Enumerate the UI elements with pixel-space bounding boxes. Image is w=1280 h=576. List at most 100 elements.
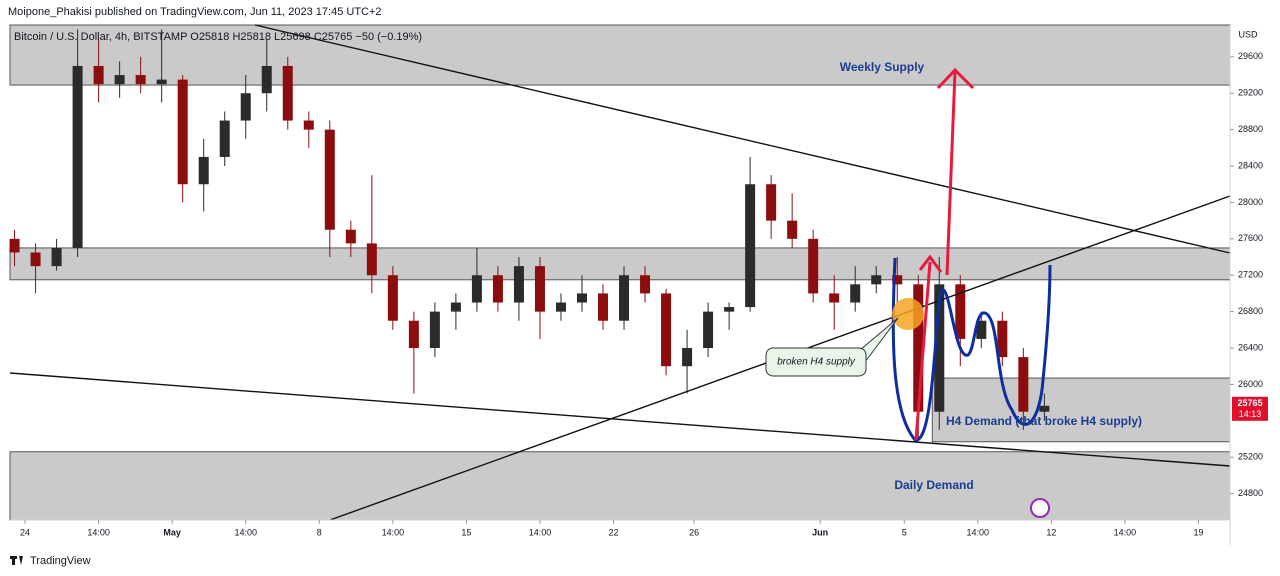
x-tick-label: Jun	[812, 527, 828, 537]
candle-body	[471, 275, 482, 303]
candle-body	[303, 120, 314, 130]
callout-text: broken H4 supply	[777, 357, 856, 368]
candle-body	[703, 311, 714, 349]
candle-body	[345, 229, 356, 244]
candle-body	[135, 75, 146, 85]
y-tick-label: 26000	[1238, 379, 1263, 389]
candle-body	[850, 284, 861, 303]
y-tick-label: 24800	[1238, 488, 1263, 498]
candle-body	[745, 184, 756, 308]
currency: USD	[1238, 29, 1258, 39]
y-tick-label: 26400	[1238, 342, 1263, 352]
candle-body	[997, 320, 1008, 358]
y-tick-label: 29200	[1238, 88, 1263, 98]
candle-body	[829, 293, 840, 303]
x-tick-label: May	[163, 527, 181, 537]
candle-body	[555, 302, 566, 312]
candle-body	[30, 252, 41, 267]
candle-body	[9, 238, 20, 253]
x-tick-label: 12	[1046, 527, 1056, 537]
callout	[765, 347, 867, 377]
drawings: broken H4 supply	[765, 67, 1052, 518]
x-tick-label: 19	[1193, 527, 1203, 537]
x-tick-label: 14:00	[382, 527, 405, 537]
x-tick-label: 5	[902, 527, 907, 537]
x-tick-label: 22	[609, 527, 619, 537]
red-arrow	[936, 67, 975, 276]
candle-body	[114, 75, 125, 85]
event-icon	[1030, 498, 1050, 518]
zones	[9, 24, 1231, 521]
zone-label: H4 Demand (that broke H4 supply)	[946, 414, 1142, 428]
zone-label: Weekly Supply	[840, 60, 925, 74]
x-tick-label: 14:00	[234, 527, 257, 537]
candle-body	[387, 275, 398, 321]
candle-body	[598, 293, 609, 321]
candle-body	[934, 284, 945, 412]
trendline	[254, 24, 1231, 254]
candle-body	[513, 266, 524, 303]
candle-body	[450, 302, 461, 312]
last-price: 25765	[1237, 398, 1262, 408]
candle-body	[1039, 405, 1050, 412]
callout-pointer	[859, 317, 899, 363]
candle-body	[534, 266, 545, 312]
candle-body	[282, 65, 293, 121]
x-tick-label: 8	[317, 527, 322, 537]
footer: TradingView	[30, 555, 91, 567]
candle-body	[724, 307, 735, 312]
candle-body	[366, 243, 377, 276]
candles	[9, 29, 1050, 440]
y-tick-label: 28000	[1238, 197, 1263, 207]
candle-body	[261, 65, 272, 94]
zone	[9, 247, 1231, 281]
candle-body	[492, 275, 503, 303]
candle-body	[1018, 357, 1029, 412]
candle-body	[871, 275, 882, 285]
y-tick-label: 27600	[1238, 233, 1263, 243]
candle-body	[976, 320, 987, 339]
legend: Bitcoin / U.S. Dollar, 4h, BITSTAMP O258…	[14, 31, 422, 43]
x-tick-label: 14:00	[967, 527, 990, 537]
logo	[10, 556, 23, 565]
candle-body	[240, 93, 251, 121]
y-tick-label: 29600	[1238, 51, 1263, 61]
candle-body	[51, 247, 62, 267]
x-tick-label: 14:00	[87, 527, 110, 537]
x-tick-label: 15	[461, 527, 471, 537]
candle-body	[640, 275, 651, 294]
candle-body	[955, 284, 966, 339]
y-tick-label: 28800	[1238, 124, 1263, 134]
x-tick-label: 24	[20, 527, 30, 537]
zone	[931, 377, 1231, 443]
candle-body	[892, 275, 903, 285]
candle-body	[619, 275, 630, 321]
candle-body	[93, 65, 104, 85]
x-tick-label: 14:00	[1114, 527, 1137, 537]
candle-body	[198, 156, 209, 185]
candle-body	[324, 129, 335, 230]
publisher: Moipone_Phakisi published on TradingView…	[8, 6, 382, 18]
candle-body	[156, 79, 167, 85]
candle-body	[913, 284, 924, 412]
highlight-circle	[892, 298, 924, 330]
candle-body	[177, 79, 188, 185]
red-arrow	[914, 254, 943, 441]
y-tick-label: 28400	[1238, 160, 1263, 170]
x-tick-label: 14:00	[529, 527, 552, 537]
candle-body	[219, 120, 230, 157]
candle-body	[766, 184, 777, 221]
candle-body	[576, 293, 587, 303]
trendline	[9, 372, 1231, 467]
y-tick-label: 26800	[1238, 306, 1263, 316]
candle-body	[408, 320, 419, 349]
zone-label: Daily Demand	[894, 478, 973, 492]
candle-body	[661, 293, 672, 367]
hand-drawn-path	[891, 257, 1052, 442]
x-tick-label: 26	[689, 527, 699, 537]
candle-body	[682, 348, 693, 367]
y-tick-label: 25200	[1238, 452, 1263, 462]
candle-body	[429, 311, 440, 349]
